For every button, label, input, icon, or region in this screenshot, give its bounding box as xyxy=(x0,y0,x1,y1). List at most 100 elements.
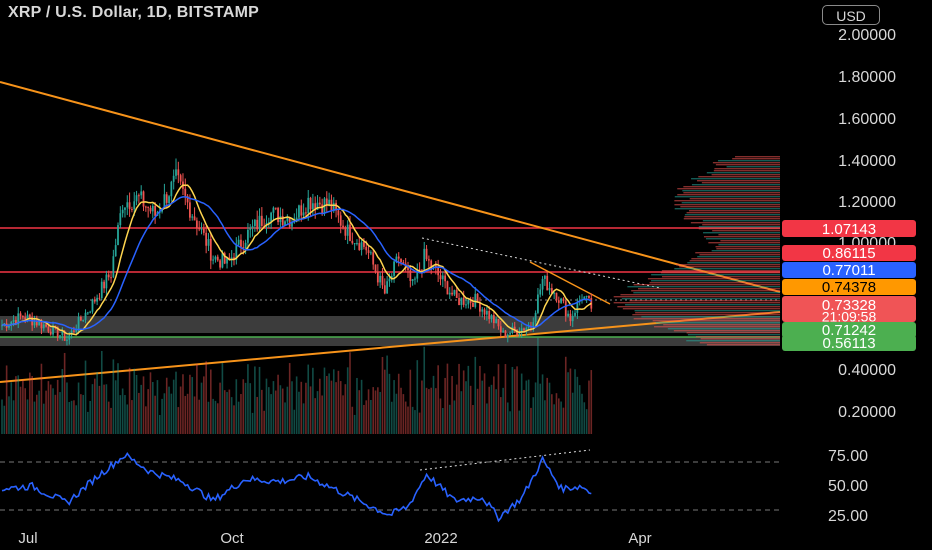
candle-body xyxy=(560,298,563,303)
candle-body xyxy=(84,312,87,320)
last-price-text: 0.73328 xyxy=(822,297,876,314)
candle-body xyxy=(548,288,551,291)
volume-bar xyxy=(36,394,38,434)
profile-bar xyxy=(716,248,780,250)
profile-bar xyxy=(689,198,780,200)
candle-body xyxy=(214,256,217,260)
candle-body xyxy=(321,204,324,214)
profile-bar xyxy=(674,268,780,270)
candle-body xyxy=(309,197,312,210)
volume-bar xyxy=(353,414,356,434)
candle-body xyxy=(98,297,101,299)
profile-bar xyxy=(663,324,780,326)
candle-body xyxy=(502,330,505,333)
volume-bar xyxy=(82,394,84,434)
x-tick-label: Oct xyxy=(220,530,244,547)
candle-body xyxy=(344,227,347,236)
volume-bar xyxy=(47,381,50,434)
volume-bar xyxy=(453,400,456,434)
candle-body xyxy=(137,195,140,197)
volume-bar xyxy=(555,393,558,434)
volume-bar xyxy=(300,381,303,434)
volume-bar xyxy=(100,350,103,434)
rsi-pane xyxy=(1,451,592,523)
volume-bar xyxy=(467,365,470,434)
volume-bar xyxy=(435,388,437,434)
volume-bar xyxy=(344,384,347,434)
profile-bar xyxy=(687,262,780,264)
volume-bar xyxy=(458,363,460,434)
profile-bar xyxy=(714,168,780,170)
volume-bar xyxy=(509,411,511,434)
candle-body xyxy=(17,313,20,325)
candle-body xyxy=(63,331,66,341)
volume-bar xyxy=(486,403,488,434)
volume-bar xyxy=(205,361,207,434)
volume-bar xyxy=(207,401,210,434)
volume-bar xyxy=(335,382,337,434)
volume-bar xyxy=(495,389,497,434)
volume-bar xyxy=(258,366,261,434)
profile-bar xyxy=(686,212,780,214)
profile-bar xyxy=(698,176,780,178)
volume-bar xyxy=(268,387,270,434)
profile-bar xyxy=(635,312,780,314)
candle-body xyxy=(70,330,73,336)
candle-body xyxy=(140,191,143,196)
volume-bar xyxy=(363,404,365,434)
volume-bar xyxy=(219,382,221,434)
candle-body xyxy=(288,217,291,227)
candle-body xyxy=(569,313,572,322)
profile-bar xyxy=(674,200,780,202)
volume-bar xyxy=(8,396,10,434)
candle-body xyxy=(91,299,94,312)
volume-bar xyxy=(590,370,593,434)
profile-bar xyxy=(654,326,780,328)
volume-bar xyxy=(574,369,576,434)
candle-body xyxy=(446,281,449,295)
volume-bar xyxy=(56,379,59,434)
candle-body xyxy=(316,202,319,210)
y-tick-label: 1.40000 xyxy=(838,153,896,170)
candle-body xyxy=(260,215,263,226)
volume-bar xyxy=(135,374,138,434)
volume-bar xyxy=(534,382,537,434)
volume-bar xyxy=(152,381,154,434)
volume-bar xyxy=(393,380,395,434)
candle-body xyxy=(437,267,440,276)
time-axis[interactable]: Jul Oct 2022 Apr xyxy=(18,530,651,547)
price-axis[interactable]: 2.00000 1.80000 1.60000 1.40000 1.20000 … xyxy=(838,27,896,421)
volume-bar xyxy=(91,384,94,434)
volume-bar xyxy=(516,366,518,434)
candle-body xyxy=(393,261,395,276)
volume-bar xyxy=(73,400,75,434)
candle-body xyxy=(335,202,337,211)
profile-bar xyxy=(680,206,780,208)
candle-body xyxy=(200,228,203,230)
volume-bar xyxy=(523,389,525,434)
candle-body xyxy=(300,205,303,216)
volume-bar xyxy=(430,387,432,434)
currency-button[interactable]: USD xyxy=(822,5,880,25)
candle-body xyxy=(416,269,419,279)
profile-bar xyxy=(638,288,780,290)
candle-body xyxy=(311,203,314,210)
candle-body xyxy=(439,275,442,280)
candle-body xyxy=(144,206,147,208)
volume-bar xyxy=(553,404,555,434)
volume-bar xyxy=(161,398,163,434)
volume-bar xyxy=(244,382,247,434)
profile-bar xyxy=(620,294,780,296)
volume-bar xyxy=(286,386,289,434)
candle-body xyxy=(332,202,335,212)
candle-body xyxy=(488,310,491,319)
profile-bar xyxy=(703,232,780,234)
candle-body xyxy=(427,259,430,261)
candle-body xyxy=(291,221,293,227)
volume-bar xyxy=(84,360,87,434)
volume-bar xyxy=(96,371,98,434)
volume-bar xyxy=(284,402,286,434)
candle-body xyxy=(400,258,402,263)
candle-body xyxy=(588,295,590,299)
